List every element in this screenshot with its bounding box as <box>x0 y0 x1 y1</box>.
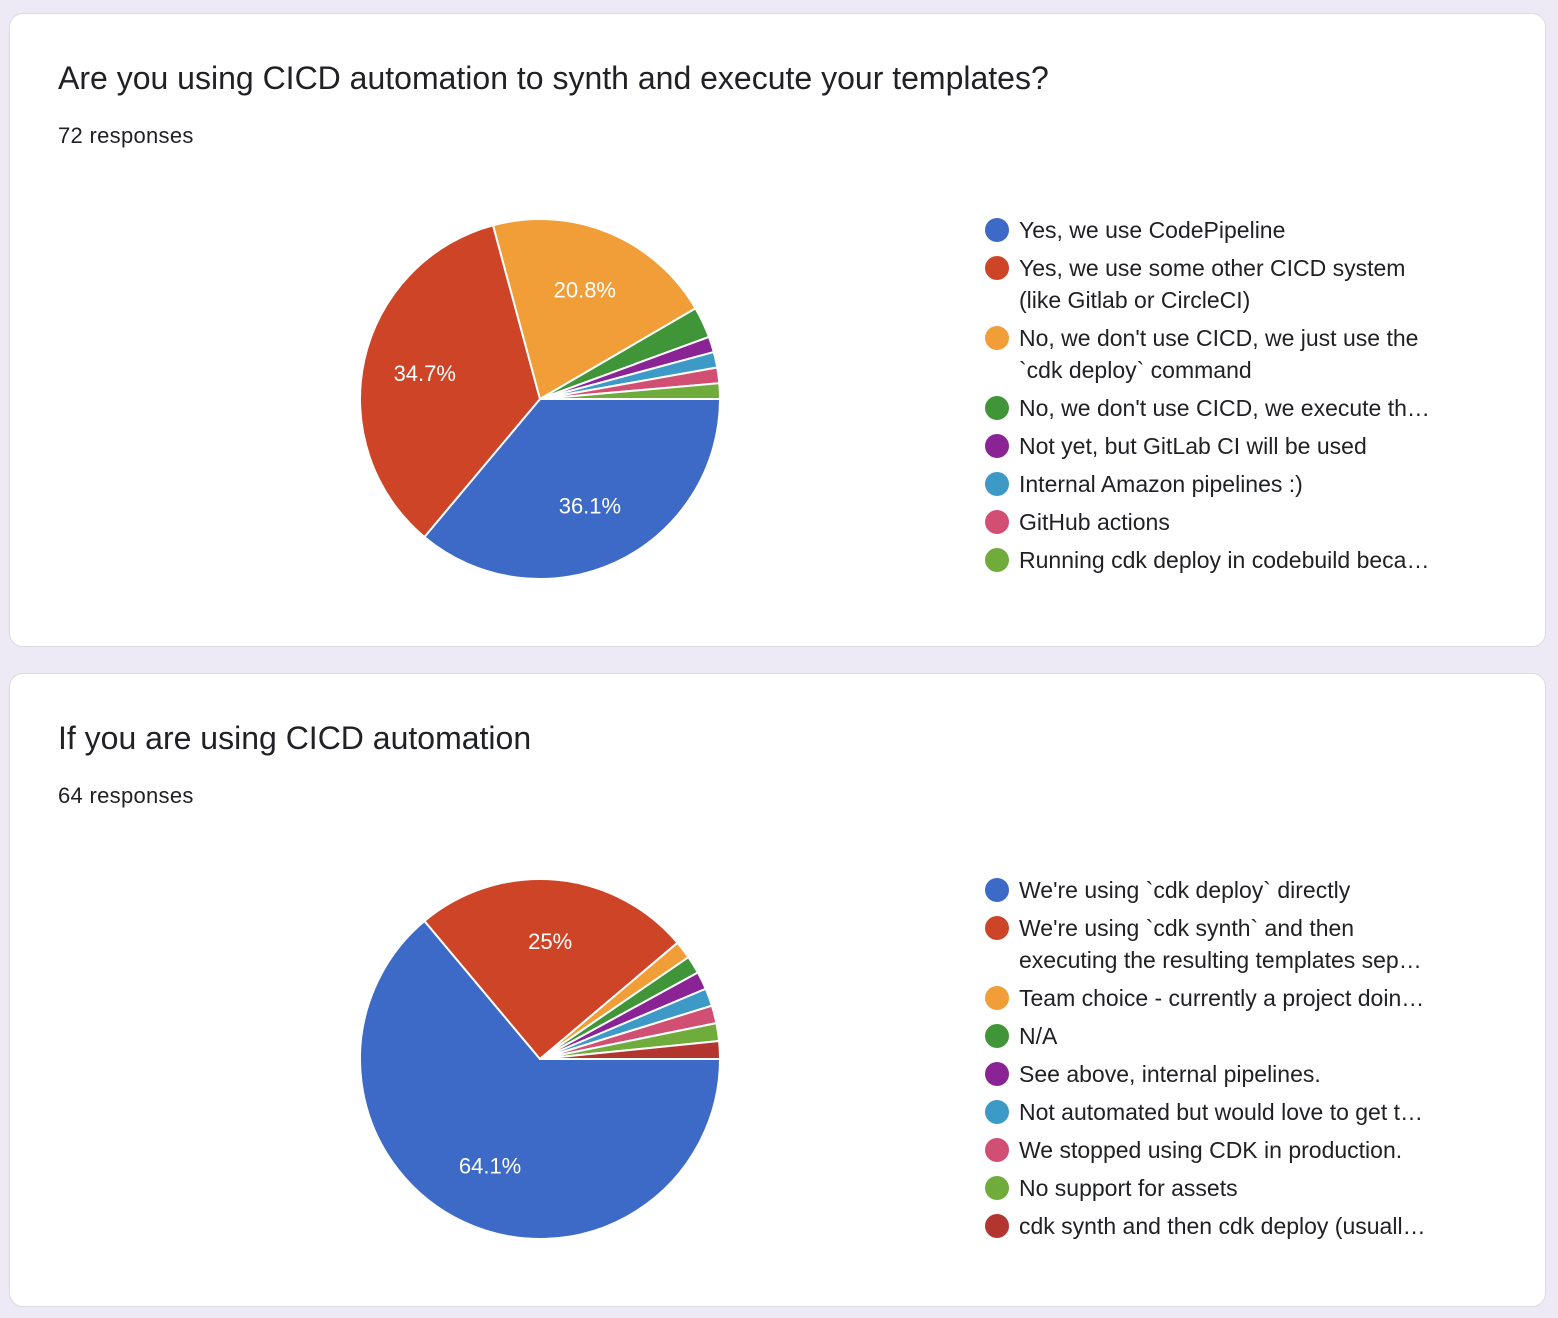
legend-item[interactable]: cdk synth and then cdk deploy (usuall… <box>985 1210 1465 1242</box>
legend-label: Not automated but would love to get t… <box>1019 1099 1424 1125</box>
question-title: If you are using CICD automation <box>58 720 532 756</box>
legend-label: No support for assets <box>1019 1175 1238 1201</box>
legend-swatch-icon <box>985 1138 1009 1162</box>
legend-item[interactable]: No, we don't use CICD, we execute th… <box>985 392 1465 424</box>
legend-swatch-icon <box>985 1176 1009 1200</box>
legend-swatch-icon <box>985 1062 1009 1086</box>
legend-swatch-icon <box>985 986 1009 1010</box>
response-count: 64 responses <box>58 783 194 808</box>
legend-label: No, we don't use CICD, we just use the `… <box>1019 325 1419 383</box>
pie-slice[interactable] <box>539 382 721 400</box>
question-card-cicd-method: If you are using CICD automation 64 resp… <box>9 673 1546 1307</box>
legend-item[interactable]: Not automated but would love to get t… <box>985 1096 1465 1128</box>
legend-swatch-icon <box>985 256 1009 280</box>
legend-item[interactable]: No, we don't use CICD, we just use the `… <box>985 322 1465 386</box>
legend-label: We're using `cdk deploy` directly <box>1019 877 1351 903</box>
legend-swatch-icon <box>985 548 1009 572</box>
chart-legend: We're using `cdk deploy` directly We're u… <box>985 874 1465 1248</box>
slice-value-label: 34.7% <box>394 361 456 386</box>
legend-label: We're using `cdk synth` and then executi… <box>1019 915 1422 973</box>
pie-slice[interactable] <box>539 1039 721 1060</box>
legend-item[interactable]: Yes, we use some other CICD system (like… <box>985 252 1465 316</box>
legend-swatch-icon <box>985 326 1009 350</box>
legend-item[interactable]: Running cdk deploy in codebuild beca… <box>985 544 1465 576</box>
legend-label: We stopped using CDK in production. <box>1019 1137 1403 1163</box>
legend-item[interactable]: We're using `cdk deploy` directly <box>985 874 1465 906</box>
legend-swatch-icon <box>985 218 1009 242</box>
legend-label: Team choice - currently a project doin… <box>1019 985 1425 1011</box>
pie-slice[interactable] <box>359 919 721 1240</box>
response-count: 72 responses <box>58 123 194 148</box>
legend-swatch-icon <box>985 396 1009 420</box>
legend-swatch-icon <box>985 1024 1009 1048</box>
question-card-cicd-usage: Are you using CICD automation to synth a… <box>9 13 1546 647</box>
legend-label: No, we don't use CICD, we execute th… <box>1019 395 1430 421</box>
legend-swatch-icon <box>985 878 1009 902</box>
question-title: Are you using CICD automation to synth a… <box>58 60 1049 96</box>
legend-label: N/A <box>1019 1023 1058 1049</box>
legend-swatch-icon <box>985 434 1009 458</box>
legend-label: Yes, we use some other CICD system (like… <box>1019 255 1406 313</box>
chart-legend: Yes, we use CodePipeline Yes, we use some… <box>985 214 1465 582</box>
legend-swatch-icon <box>985 1100 1009 1124</box>
legend-item[interactable]: We stopped using CDK in production. <box>985 1134 1465 1166</box>
legend-label: Yes, we use CodePipeline <box>1019 217 1286 243</box>
slice-value-label: 36.1% <box>559 493 621 518</box>
pie-slice[interactable] <box>359 224 541 538</box>
legend-item[interactable]: Not yet, but GitLab CI will be used <box>985 430 1465 462</box>
legend-swatch-icon <box>985 1214 1009 1238</box>
slice-value-label: 20.8% <box>554 277 616 302</box>
legend-label: Internal Amazon pipelines :) <box>1019 471 1303 497</box>
slice-value-label: 64.1% <box>459 1153 521 1178</box>
legend-swatch-icon <box>985 916 1009 940</box>
slice-value-label: 25% <box>528 929 572 954</box>
legend-swatch-icon <box>985 510 1009 534</box>
pie-chart: 64.1% 25% <box>359 878 721 1240</box>
pie-slice[interactable] <box>423 398 721 580</box>
legend-item[interactable]: Internal Amazon pipelines :) <box>985 468 1465 500</box>
legend-item[interactable]: We're using `cdk synth` and then executi… <box>985 912 1465 976</box>
legend-label: Running cdk deploy in codebuild beca… <box>1019 547 1430 573</box>
legend-label: Not yet, but GitLab CI will be used <box>1019 433 1367 459</box>
pie-slice[interactable] <box>423 878 679 1060</box>
pie-slice[interactable] <box>492 218 697 400</box>
legend-item[interactable]: GitHub actions <box>985 506 1465 538</box>
legend-label: GitHub actions <box>1019 509 1170 535</box>
legend-item[interactable]: Yes, we use CodePipeline <box>985 214 1465 246</box>
legend-swatch-icon <box>985 472 1009 496</box>
legend-label: See above, internal pipelines. <box>1019 1061 1321 1087</box>
legend-item[interactable]: See above, internal pipelines. <box>985 1058 1465 1090</box>
legend-item[interactable]: N/A <box>985 1020 1465 1052</box>
legend-label: cdk synth and then cdk deploy (usuall… <box>1019 1213 1426 1239</box>
legend-item[interactable]: Team choice - currently a project doin… <box>985 982 1465 1014</box>
legend-item[interactable]: No support for assets <box>985 1172 1465 1204</box>
pie-chart: 36.1% 34.7% 20.8% <box>359 218 721 580</box>
